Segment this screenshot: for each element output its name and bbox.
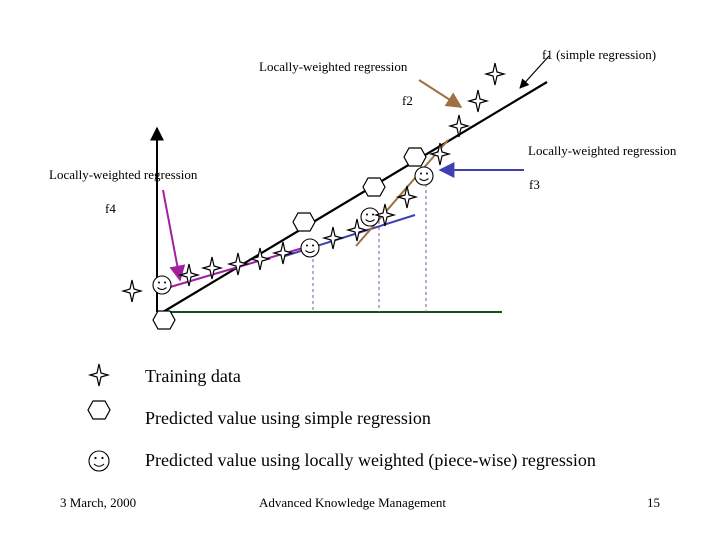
hexagon-icon [87, 400, 111, 420]
legend-simple-label: Predicted value using simple regression [145, 408, 431, 428]
f4-arrow [162, 189, 186, 282]
legend-training-label: Training data [145, 366, 241, 386]
four-point-star-icon [87, 363, 111, 387]
smiley-icon [300, 238, 320, 258]
brown-local-segment [355, 139, 449, 247]
four-point-star-icon [485, 62, 505, 86]
simple-regression-line [157, 81, 548, 316]
f2-arrow [418, 79, 463, 108]
f1-label: f1 (simple regression) [542, 47, 656, 62]
four-point-star-icon [122, 279, 142, 303]
f1-arrow [519, 55, 550, 89]
f2-label: f2 [402, 93, 413, 108]
legend-local-label: Predicted value using locally weighted (… [145, 450, 596, 470]
lwr-right-label: Locally-weighted regression [528, 143, 677, 158]
smiley-icon [360, 207, 380, 227]
f4-label: f4 [105, 201, 116, 216]
hexagon-icon [292, 212, 316, 232]
smiley-icon [88, 450, 110, 472]
lwr-top-label: Locally-weighted regression [259, 59, 408, 74]
hexagon-icon [362, 177, 386, 197]
f3-label: f3 [529, 177, 540, 192]
four-point-star-icon [430, 142, 450, 166]
hexagon-icon [403, 147, 427, 167]
lwr-left-label: Locally-weighted regression [49, 167, 198, 182]
smiley-icon [414, 166, 434, 186]
footer-date: 3 March, 2000 [60, 495, 137, 510]
smiley-icon [152, 275, 172, 295]
four-point-star-icon [468, 89, 488, 113]
four-point-star-icon [273, 241, 293, 265]
page-number: 15 [647, 495, 660, 510]
four-point-star-icon [397, 185, 417, 209]
footer-title: Advanced Knowledge Management [259, 495, 446, 510]
hexagon-icon [152, 310, 176, 330]
four-point-star-icon [449, 114, 469, 138]
four-point-star-icon [323, 226, 343, 250]
